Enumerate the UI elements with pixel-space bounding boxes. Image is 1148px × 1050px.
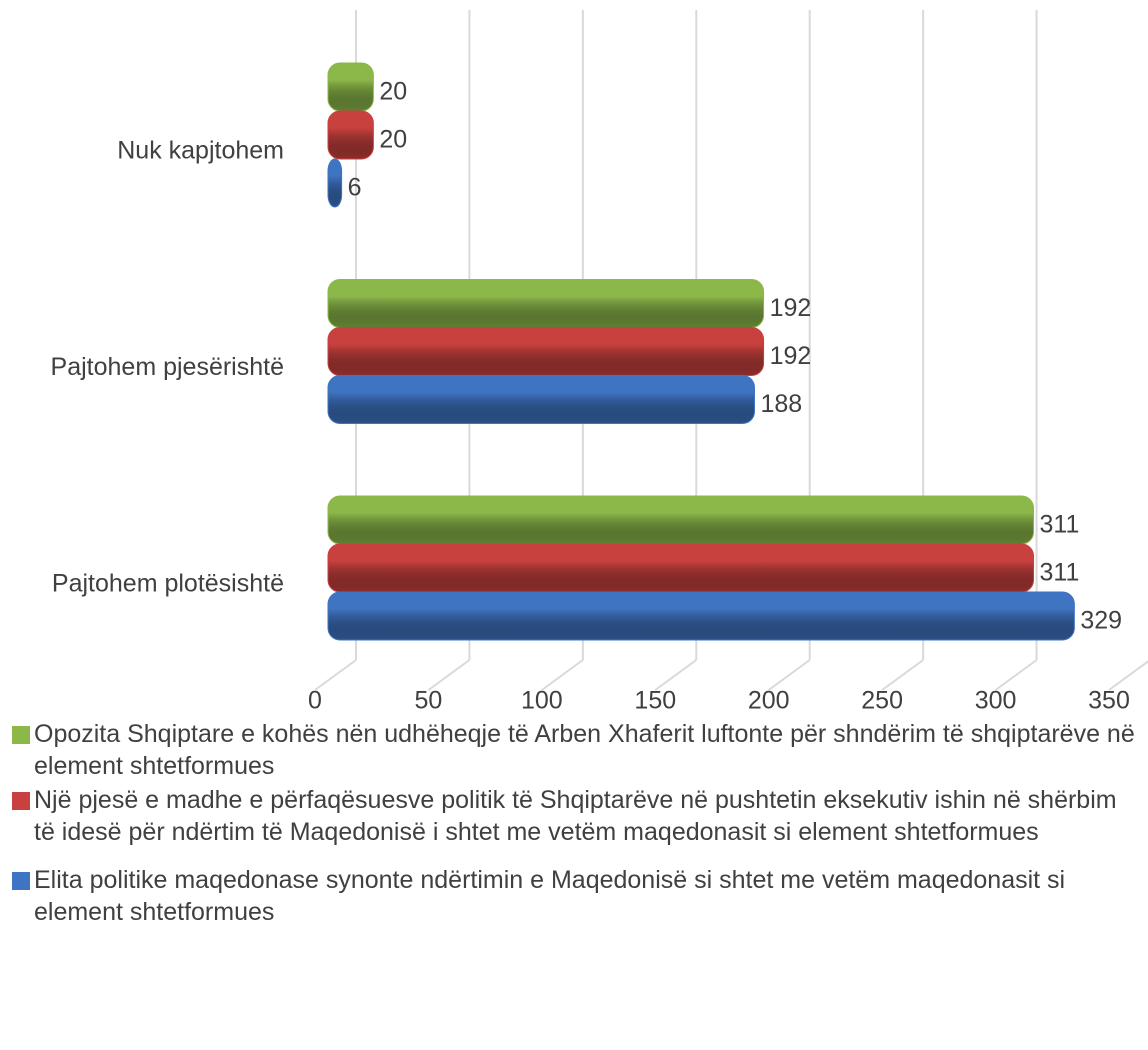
grid-floor: [314, 659, 357, 691]
legend-item: Opozita Shqiptare e kohës nën udhëheqje …: [12, 718, 1142, 782]
bar-shade: [327, 279, 765, 328]
bar-shade: [327, 110, 374, 160]
data-label: 20: [379, 126, 407, 154]
x-tick-label: 50: [415, 687, 443, 715]
y-tick-label: Pajtohem pjesërishtë: [51, 353, 284, 381]
data-label: 311: [1040, 511, 1080, 539]
x-tick-label: 100: [521, 687, 563, 715]
x-tick-label: 250: [861, 687, 903, 715]
chart: 0 50 100 150 200 250 300 350 Pajtohem plotësisht…: [51, 10, 1148, 715]
data-label: 311: [1040, 559, 1080, 587]
data-label: 188: [760, 390, 802, 418]
legend-label: Një pjesë e madhe e përfaqësuesve politi…: [34, 786, 1117, 846]
grid-floor: [654, 659, 697, 691]
x-tick-label: 200: [748, 687, 790, 715]
x-tick-label: 350: [1088, 687, 1130, 715]
bar-shade: [327, 591, 1075, 641]
bar-shade: [327, 62, 374, 112]
data-label: 192: [770, 294, 812, 322]
data-label: 192: [770, 342, 812, 370]
grid-floor: [1108, 660, 1148, 691]
data-label: 6: [348, 174, 362, 202]
bar-shade: [327, 375, 755, 424]
legend-label: Opozita Shqiptare e kohës nën udhëheqje …: [34, 720, 1135, 780]
bar-shade: [327, 543, 1035, 593]
bar-shade: [327, 495, 1035, 545]
legend-swatch: [12, 726, 30, 744]
x-tick-label: 0: [308, 687, 322, 715]
x-tick-label: 300: [975, 687, 1017, 715]
data-label: 329: [1080, 607, 1122, 635]
grid-floor: [541, 659, 584, 691]
legend-item: Elita politike maqedonase synonte ndërti…: [12, 864, 1142, 928]
x-tick-label: 150: [634, 687, 676, 715]
grid-floor: [994, 659, 1038, 691]
data-label: 20: [379, 78, 407, 106]
bar-shade: [327, 158, 343, 208]
grid-floor: [427, 659, 471, 691]
grid-floor: [881, 659, 924, 691]
legend-swatch: [12, 792, 30, 810]
grid-floor: [768, 659, 811, 691]
bar-shade: [327, 327, 765, 376]
y-tick-label: Nuk kapjtohem: [117, 137, 284, 165]
y-tick-label: Pajtohem plotësishtë: [52, 570, 284, 598]
legend-label: Elita politike maqedonase synonte ndërti…: [34, 866, 1066, 926]
legend-swatch: [12, 872, 30, 890]
legend-item: Një pjesë e madhe e përfaqësuesve politi…: [12, 784, 1142, 848]
